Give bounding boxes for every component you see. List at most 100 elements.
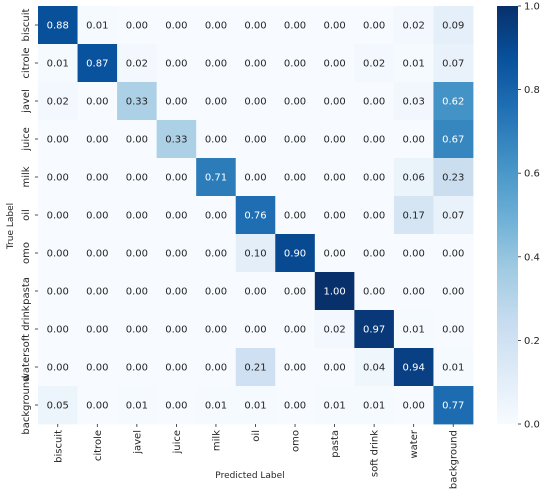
- cell-value-label: 0.00: [205, 135, 227, 146]
- y-tick-label-soft-drink: soft drink: [21, 305, 32, 352]
- heatmap-cell-javel-pasta: [314, 82, 355, 121]
- cell-value-label: 0.00: [86, 211, 108, 222]
- cell-value-label: 0.33: [126, 97, 148, 108]
- cell-value-label: 0.00: [47, 249, 69, 260]
- heatmap-cell-water-background: [433, 348, 474, 387]
- cell-value-label: 0.00: [323, 135, 345, 146]
- heatmap-cell-juice-pasta: [314, 120, 355, 159]
- y-tick-label-background: background: [21, 375, 32, 434]
- heatmap-cell-biscuit-oil: [235, 6, 276, 45]
- x-tick-label-biscuit: biscuit: [53, 430, 64, 463]
- heatmap-cell-pasta-water: [393, 272, 434, 311]
- cell-value-label: 0.01: [323, 401, 345, 412]
- cell-value-label: 0.00: [363, 21, 385, 32]
- heatmap-cell-javel-citrole: [77, 82, 118, 121]
- cell-value-label: 0.00: [47, 287, 69, 298]
- heatmap-cell-javel-omo: [275, 82, 316, 121]
- cell-value-label: 0.09: [442, 21, 464, 32]
- heatmap-cell-omo-omo: [275, 234, 316, 273]
- heatmap-cell-javel-oil: [235, 82, 276, 121]
- cell-value-label: 0.00: [284, 173, 306, 184]
- cell-value-label: 0.00: [284, 363, 306, 374]
- cell-value-label: 0.00: [165, 287, 187, 298]
- heatmap-cell-omo-water: [393, 234, 434, 273]
- cell-value-label: 0.00: [244, 59, 266, 70]
- y-tick-label-water: water: [21, 352, 32, 381]
- y-tick-label-oil: oil: [21, 209, 32, 221]
- cell-value-label: 0.17: [403, 211, 425, 222]
- cell-value-label: 0.01: [244, 401, 266, 412]
- heatmap-cell-background-omo: [275, 386, 316, 425]
- x-tick-label-water: water: [409, 429, 420, 458]
- heatmap-cell-oil-background: [433, 196, 474, 235]
- cell-value-label: 0.00: [363, 135, 385, 146]
- heatmap-cell-background-juice: [156, 386, 197, 425]
- cell-value-label: 0.90: [284, 249, 306, 260]
- cell-value-label: 0.97: [363, 325, 385, 336]
- heatmap-cell-oil-soft-drink: [354, 196, 395, 235]
- cell-value-label: 0.87: [86, 59, 108, 70]
- heatmap-cell-biscuit-water: [393, 6, 434, 45]
- cell-value-label: 0.76: [244, 211, 266, 222]
- y-tick-label-omo: omo: [21, 242, 32, 264]
- cell-value-label: 0.01: [363, 401, 385, 412]
- cell-value-label: 0.62: [442, 97, 464, 108]
- cell-value-label: 0.00: [403, 135, 425, 146]
- heatmap-cell-citrole-oil: [235, 44, 276, 83]
- cell-value-label: 0.77: [442, 401, 464, 412]
- y-tick-label-milk: milk: [21, 166, 32, 187]
- cell-value-label: 0.00: [244, 173, 266, 184]
- cell-value-label: 0.00: [244, 21, 266, 32]
- cell-value-label: 0.00: [205, 363, 227, 374]
- cell-value-label: 0.00: [86, 287, 108, 298]
- heatmap-cell-pasta-pasta: [314, 272, 355, 311]
- heatmap-cell-water-water: [393, 348, 434, 387]
- cell-value-label: 0.01: [403, 325, 425, 336]
- cell-value-label: 0.71: [205, 173, 227, 184]
- cell-value-label: 0.00: [284, 97, 306, 108]
- cell-value-label: 0.00: [323, 211, 345, 222]
- colorbar: [497, 6, 518, 424]
- cell-value-label: 0.01: [126, 401, 148, 412]
- heatmap-cell-javel-water: [393, 82, 434, 121]
- heatmap-cell-citrole-milk: [196, 44, 237, 83]
- heatmap-cell-labels: 0.88 0.01 0.00 0.00 0.00 0.00 0.00 0.00 0.00 0.02…: [47, 21, 465, 412]
- cell-value-label: 0.00: [126, 287, 148, 298]
- cell-value-label: 0.00: [244, 135, 266, 146]
- heatmap-cell-soft-drink-background: [433, 310, 474, 349]
- heatmap-cell-pasta-soft-drink: [354, 272, 395, 311]
- heatmap-cell-background-biscuit: [38, 386, 78, 425]
- y-tick-label-javel: javel: [21, 89, 32, 114]
- x-tick-label-background: background: [449, 430, 460, 489]
- heatmap-cell-oil-javel: [117, 196, 158, 235]
- heatmap-cell-pasta-milk: [196, 272, 237, 311]
- cell-value-label: 0.00: [284, 211, 306, 222]
- cell-value-label: 0.00: [86, 363, 108, 374]
- heatmap-cell-oil-juice: [156, 196, 197, 235]
- heatmap-cell-water-omo: [275, 348, 316, 387]
- cell-value-label: 0.00: [165, 21, 187, 32]
- heatmap-cell-milk-pasta: [314, 158, 355, 197]
- cell-value-label: 0.00: [323, 363, 345, 374]
- heatmap-cell-biscuit-juice: [156, 6, 197, 45]
- heatmap-cell-juice-background: [433, 120, 474, 159]
- heatmap-cell-milk-biscuit: [38, 158, 78, 197]
- heatmap-cell-soft-drink-citrole: [77, 310, 118, 349]
- heatmap-cell-juice-milk: [196, 120, 237, 159]
- heatmap-cell-omo-milk: [196, 234, 237, 273]
- y-tick-label-biscuit: biscuit: [21, 8, 32, 41]
- heatmap-cell-citrole-javel: [117, 44, 158, 83]
- heatmap-cell-citrole-pasta: [314, 44, 355, 83]
- heatmap-cell-milk-oil: [235, 158, 276, 197]
- cell-value-label: 0.00: [403, 249, 425, 260]
- heatmap-cell-omo-javel: [117, 234, 158, 273]
- cell-value-label: 0.07: [442, 211, 464, 222]
- heatmap-cell-javel-soft-drink: [354, 82, 395, 121]
- cell-value-label: 0.00: [284, 325, 306, 336]
- cell-value-label: 0.67: [442, 135, 464, 146]
- heatmap-cell-oil-citrole: [77, 196, 118, 235]
- cell-value-label: 0.00: [284, 287, 306, 298]
- heatmap-cell-water-citrole: [77, 348, 118, 387]
- heatmap-cell-water-juice: [156, 348, 197, 387]
